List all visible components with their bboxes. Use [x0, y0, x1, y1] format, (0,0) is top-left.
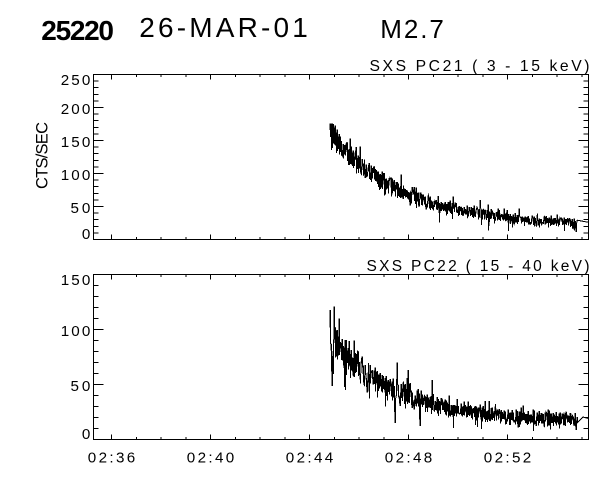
- svg-text:CTS/SEC: CTS/SEC: [33, 122, 51, 189]
- svg-text:100: 100: [61, 323, 91, 340]
- svg-text:02:40: 02:40: [187, 450, 235, 467]
- svg-text:02:52: 02:52: [484, 450, 532, 467]
- svg-text:26-MAR-01: 26-MAR-01: [139, 12, 307, 43]
- svg-text:150: 150: [61, 272, 91, 289]
- svg-text:02:36: 02:36: [88, 450, 136, 467]
- svg-text:SXS PC21 ( 3 - 15 keV): SXS PC21 ( 3 - 15 keV): [370, 58, 590, 75]
- svg-text:SXS PC22 ( 15 - 40 keV): SXS PC22 ( 15 - 40 keV): [367, 258, 590, 275]
- svg-text:0: 0: [82, 226, 90, 243]
- svg-text:200: 200: [61, 101, 91, 118]
- svg-text:M2.7: M2.7: [380, 14, 444, 44]
- svg-text:25220: 25220: [41, 15, 113, 46]
- svg-text:100: 100: [61, 167, 91, 184]
- svg-text:02:44: 02:44: [286, 450, 334, 467]
- svg-text:250: 250: [61, 72, 91, 89]
- svg-text:02:48: 02:48: [385, 450, 433, 467]
- svg-text:150: 150: [61, 134, 91, 151]
- svg-text:50: 50: [71, 378, 91, 395]
- svg-text:50: 50: [71, 200, 91, 217]
- svg-text:0: 0: [82, 426, 90, 443]
